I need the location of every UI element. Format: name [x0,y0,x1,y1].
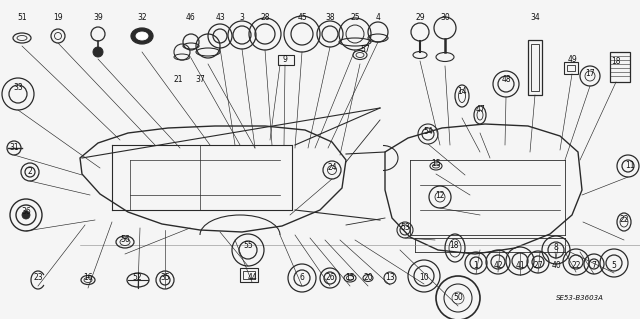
Text: 19: 19 [53,13,63,23]
Circle shape [22,211,30,219]
Text: 49: 49 [567,56,577,64]
Text: 28: 28 [260,13,269,23]
Bar [610,52,630,82]
Text: 57: 57 [360,46,370,55]
Text: 43: 43 [215,13,225,23]
Text: 6: 6 [300,273,305,283]
Text: 29: 29 [415,13,425,23]
Bar [278,55,294,65]
Text: 41: 41 [515,261,525,270]
Text: 12: 12 [435,191,445,201]
Text: 9: 9 [283,56,287,64]
Text: 18: 18 [449,241,459,249]
Bar [567,65,575,71]
Text: 23: 23 [33,273,43,283]
Text: 32: 32 [137,13,147,23]
Text: 2: 2 [28,167,33,176]
Text: 20: 20 [363,273,373,283]
Text: 37: 37 [195,76,205,85]
Text: 56: 56 [120,235,130,244]
Text: 4: 4 [376,13,380,23]
Text: 13: 13 [385,273,395,283]
Text: 1: 1 [474,261,478,270]
Text: 54: 54 [423,128,433,137]
Text: 44: 44 [247,273,257,283]
Text: 33: 33 [13,84,23,93]
Text: 22: 22 [572,261,580,270]
Text: 45: 45 [297,13,307,23]
Text: 51: 51 [17,13,27,23]
Ellipse shape [131,28,153,44]
Text: 55: 55 [243,241,253,250]
Text: 48: 48 [501,76,511,85]
Text: 40: 40 [551,261,561,270]
Text: 7: 7 [591,261,596,270]
Bar [564,62,578,74]
Text: 18: 18 [611,57,621,66]
Circle shape [93,47,103,57]
Bar [243,271,255,279]
Text: 17: 17 [585,70,595,78]
Text: 35: 35 [160,273,170,283]
Text: 52: 52 [132,273,142,283]
Text: 53: 53 [400,224,410,233]
Text: 16: 16 [83,273,93,283]
Text: 34: 34 [530,13,540,23]
Text: 36: 36 [21,207,31,217]
Text: 11: 11 [625,160,635,169]
Text: 46: 46 [186,13,196,23]
Text: 15: 15 [431,160,441,168]
Text: 42: 42 [493,261,503,270]
Text: 25: 25 [350,13,360,23]
Text: 39: 39 [93,13,103,23]
Ellipse shape [136,32,148,40]
Text: 21: 21 [173,76,183,85]
Text: 47: 47 [475,106,485,115]
Text: 30: 30 [440,13,450,23]
Text: 24: 24 [327,164,337,173]
Bar [531,44,539,91]
Text: 14: 14 [457,87,467,97]
Text: 27: 27 [533,261,543,270]
Text: 5: 5 [612,261,616,270]
Text: 50: 50 [453,293,463,302]
Text: 31: 31 [9,144,19,152]
Text: SE53-B3603A: SE53-B3603A [556,295,604,301]
Text: 8: 8 [554,243,558,253]
Text: 22: 22 [620,216,628,225]
Bar [240,268,258,282]
Text: 26: 26 [325,273,335,283]
Text: 15: 15 [345,273,355,283]
Text: 3: 3 [239,13,244,23]
Text: 38: 38 [325,13,335,23]
Text: 10: 10 [419,273,429,283]
Bar [528,40,542,95]
